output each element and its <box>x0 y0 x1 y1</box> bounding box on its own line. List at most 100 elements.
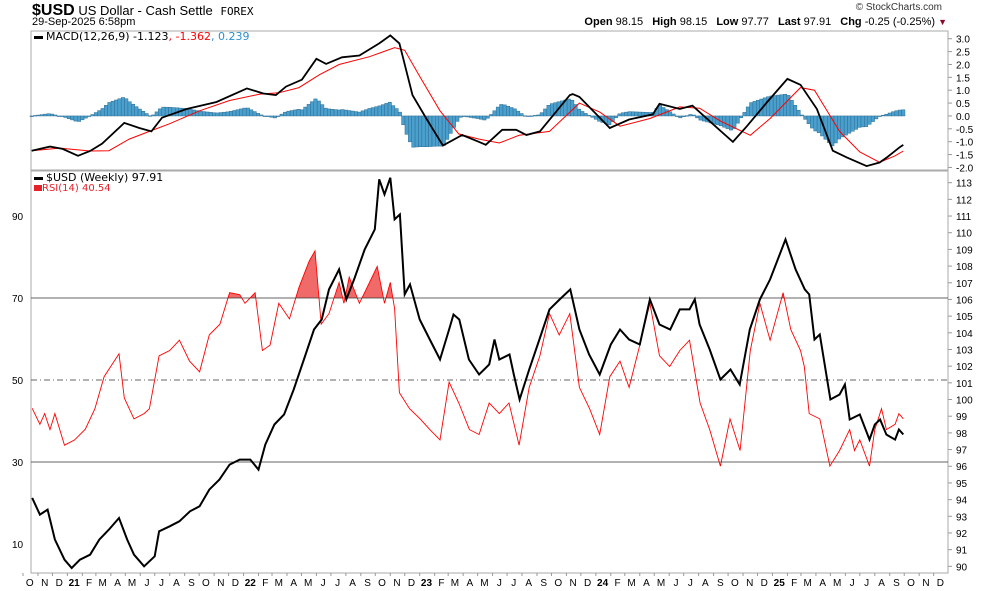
macd-histogram-bar <box>384 103 389 117</box>
x-tick-label: D <box>56 578 63 589</box>
macd-histogram-bar <box>519 113 524 117</box>
macd-histogram-bar <box>789 100 794 117</box>
macd-histogram-bar <box>688 114 693 117</box>
x-tick-label: M <box>451 578 459 589</box>
macd-histogram-bar <box>624 111 629 117</box>
macd-histogram-bar <box>877 115 882 117</box>
macd-histogram-bar <box>202 111 206 117</box>
x-tick-label: 22 <box>245 578 257 589</box>
high-value: 98.15 <box>679 16 708 28</box>
x-tick-label: D <box>937 578 944 589</box>
x-tick-label: 21 <box>69 578 81 589</box>
rsi-tick-label: 10 <box>12 540 24 551</box>
macd-histogram-bar <box>387 101 392 117</box>
macd-histogram-bar <box>107 102 112 117</box>
macd-histogram-bar <box>796 110 801 117</box>
macd-histogram-bar <box>468 115 473 118</box>
x-tick-label: O <box>554 578 562 589</box>
macd-histogram-bar <box>499 104 504 117</box>
x-tick-label: M <box>128 578 136 589</box>
macd-line <box>31 34 904 168</box>
macd-histogram-bar <box>330 109 335 117</box>
macd-histogram-bar <box>303 106 308 117</box>
price-tick-label: 99 <box>956 412 968 423</box>
macd-histogram-bar <box>239 108 244 117</box>
macd-histogram-bar <box>374 106 379 117</box>
macd-histogram-bar <box>293 109 298 117</box>
price-tick-label: 104 <box>956 329 973 340</box>
macd-histogram-bar <box>313 98 318 117</box>
macd-histogram-bar <box>489 114 494 117</box>
macd-histogram-bar <box>830 115 835 147</box>
macd-histogram-bar <box>411 115 416 148</box>
macd-histogram-bar <box>729 115 733 131</box>
price-tick-label: 113 <box>956 179 972 190</box>
x-tick-label: J <box>511 578 516 589</box>
macd-histogram-bar <box>229 111 233 117</box>
macd-histogram-bar <box>283 111 288 117</box>
macd-tick-label: 3.0 <box>956 35 970 46</box>
macd-histogram-bar <box>299 109 304 117</box>
macd-histogram-bar <box>333 109 338 117</box>
macd-histogram-bar <box>522 115 527 117</box>
x-tick-label: M <box>480 578 488 589</box>
macd-histogram-bar <box>70 115 75 121</box>
ohlc-summary: Open 98.15 High 98.15 Low 97.77 Last 97.… <box>578 16 947 28</box>
x-tick-label: A <box>819 578 826 589</box>
macd-histogram-bar <box>117 98 122 117</box>
macd-histogram-bar <box>377 105 382 117</box>
macd-histogram-bar <box>404 115 409 135</box>
macd-histogram-bar <box>198 110 203 117</box>
macd-histogram-bar <box>120 97 125 117</box>
macd-histogram-bar <box>269 115 274 118</box>
macd-histogram-bar <box>110 100 115 117</box>
macd-histogram-bar <box>661 107 666 117</box>
x-tick-label: S <box>188 578 195 589</box>
macd-histogram-bar <box>100 108 105 117</box>
x-tick-label: J <box>159 578 164 589</box>
macd-histogram-bar <box>742 112 747 117</box>
macd-histogram-bar <box>776 94 781 117</box>
macd-histogram-bar <box>418 115 423 147</box>
macd-histogram-bar <box>482 115 487 121</box>
macd-histogram-bar <box>272 115 277 119</box>
macd-histogram-bar <box>843 115 848 136</box>
macd-histogram-bar <box>205 111 210 117</box>
macd-histogram-bar <box>286 110 291 117</box>
macd-histogram-bar <box>881 114 885 117</box>
rsi-swatch <box>34 185 42 191</box>
macd-histogram-bar <box>810 115 815 129</box>
price-tick-label: 101 <box>956 379 973 390</box>
x-tick-label: J <box>335 578 340 589</box>
macd-histogram-bar <box>114 99 119 117</box>
x-tick-label: J <box>321 578 326 589</box>
macd-histogram-bar <box>242 107 247 117</box>
macd-histogram-bar <box>428 115 433 147</box>
macd-histogram-bar <box>580 111 585 117</box>
macd-histogram-bar <box>627 111 632 117</box>
macd-tick-label: -1.5 <box>956 151 974 162</box>
macd-histogram-bar <box>833 115 838 144</box>
x-tick-label: S <box>540 578 547 589</box>
macd-histogram-bar <box>154 111 159 117</box>
x-tick-label: F <box>615 578 621 589</box>
x-tick-label: O <box>378 578 386 589</box>
macd-histogram-bar <box>891 111 896 117</box>
triangle-down-icon: ▼ <box>938 17 947 27</box>
x-tick-label: M <box>657 578 665 589</box>
price-tick-label: 98 <box>956 429 968 440</box>
x-tick-label: F <box>86 578 92 589</box>
macd-histogram-bar <box>370 107 375 117</box>
rsi-line <box>31 249 904 468</box>
macd-histogram-bar <box>147 115 152 117</box>
macd-histogram-bar <box>546 105 551 117</box>
macd-histogram-bar <box>870 115 875 122</box>
macd-histogram-bar <box>289 110 294 117</box>
macd-histogram-bar <box>97 110 102 117</box>
rsi-tick-label: 50 <box>12 376 24 387</box>
symbol-name: US Dollar - Cash Settle <box>78 3 213 18</box>
macd-histogram-bar <box>462 115 467 117</box>
macd-histogram-bar <box>141 111 146 117</box>
macd-histogram-bar <box>80 115 85 121</box>
price-tick-label: 112 <box>956 195 972 206</box>
